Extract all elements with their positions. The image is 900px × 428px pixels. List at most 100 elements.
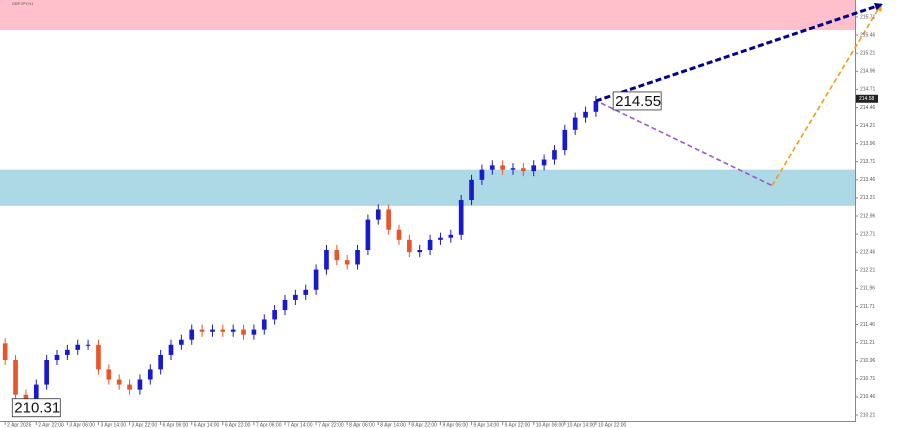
x-tick-label: 9 Apr 14:00	[474, 422, 500, 428]
candle-body	[531, 165, 537, 172]
y-tick-label: 214.21	[860, 123, 876, 129]
price-label-box	[11, 398, 61, 418]
x-tick-label: 10 Apr 06:00	[536, 422, 565, 428]
candle-body	[75, 344, 81, 350]
candle-body	[552, 150, 557, 160]
candle-body	[168, 344, 174, 355]
forecast-arrow	[771, 2, 882, 187]
y-tick-label: 212.21	[860, 268, 876, 274]
zone	[0, 0, 855, 31]
candle-body	[230, 329, 236, 332]
candle-body	[386, 209, 391, 230]
y-tick-label: 214.96	[860, 69, 876, 75]
candle-body	[261, 319, 267, 330]
candle-body	[127, 384, 132, 390]
candle-body	[572, 117, 578, 130]
candle-body	[417, 249, 423, 253]
x-tick-label: 6 Apr 06:00	[163, 422, 189, 428]
y-tick-label: 212.46	[860, 249, 876, 255]
candle-body	[303, 289, 309, 295]
current-price-label: 214.58	[859, 96, 875, 102]
y-tick-label: 212.71	[860, 231, 876, 237]
x-tick-label: 7 Apr 06:00	[256, 422, 282, 428]
candle-body	[272, 310, 277, 320]
candle-body	[220, 329, 226, 332]
candle-body	[313, 269, 319, 290]
x-tick-label: 2 Apr 2026	[7, 422, 31, 428]
x-tick-label: 3 Apr 22:00	[132, 422, 158, 428]
y-tick-label: 213.46	[860, 177, 876, 183]
symbol-info: GBPJPY,H1	[12, 1, 34, 6]
candle-body	[33, 384, 39, 405]
forecast-arrow	[595, 2, 883, 103]
x-tick-label: 10 Apr 22:00	[598, 422, 627, 428]
current-price-box	[856, 94, 878, 103]
y-tick-label: 214.71	[860, 87, 876, 93]
candle-body	[282, 299, 288, 311]
candle-body	[251, 329, 257, 335]
x-tick-label: 9 Apr 06:00	[442, 422, 468, 428]
x-tick-label: 2 Apr 22:00	[38, 422, 64, 428]
x-tick-label: 3 Apr 06:00	[69, 422, 95, 428]
y-tick-label: 214.46	[860, 105, 876, 111]
candle-body	[65, 349, 70, 355]
x-tick-label: 3 Apr 14:00	[100, 422, 126, 428]
candle-body	[583, 111, 588, 118]
candle-body	[365, 219, 371, 250]
candle-body	[13, 359, 18, 395]
y-tick-label: 215.71	[860, 14, 876, 20]
x-tick-label: 9 Apr 22:00	[505, 422, 531, 428]
x-tick-label: 6 Apr 14:00	[194, 422, 220, 428]
y-tick-label: 211.21	[860, 340, 875, 346]
x-tick-label: 8 Apr 22:00	[411, 422, 437, 428]
candle-body	[54, 354, 60, 360]
y-tick-label: 210.71	[860, 376, 876, 382]
candle-body	[324, 249, 329, 270]
candle-body	[334, 249, 340, 261]
candle-body	[510, 168, 516, 170]
candle-body	[479, 169, 485, 180]
zone	[0, 169, 855, 206]
candle-body	[85, 344, 91, 346]
x-tick-label: 7 Apr 14:00	[287, 422, 313, 428]
candle-body	[562, 129, 568, 151]
candle-body	[179, 339, 184, 345]
x-tick-label: 6 Apr 22:00	[225, 422, 251, 428]
candle-body	[448, 234, 454, 238]
candle-body	[489, 165, 495, 170]
candle-body	[541, 159, 547, 166]
candle-body	[500, 165, 505, 170]
y-tick-label: 215.21	[860, 51, 876, 57]
candle-body	[189, 329, 195, 340]
candle-body	[521, 168, 526, 172]
price-label: 214.55	[615, 93, 661, 110]
candle-body	[593, 100, 599, 112]
candle-body	[344, 260, 350, 265]
candle-body	[2, 343, 8, 360]
y-tick-label: 213.21	[860, 195, 876, 201]
y-tick-label: 210.21	[860, 412, 876, 418]
candle-body	[407, 239, 412, 253]
candle-body	[147, 369, 153, 380]
candle-body	[96, 344, 101, 370]
candle-body	[116, 379, 122, 385]
candle-body	[458, 200, 464, 235]
x-tick-label: 10 Apr 14:00	[567, 422, 596, 428]
y-tick-label: 211.96	[860, 286, 875, 292]
y-tick-label: 213.71	[860, 159, 876, 165]
y-tick-label: 210.96	[860, 358, 876, 364]
y-tick-label: 212.96	[860, 213, 876, 219]
candle-body	[210, 329, 215, 332]
x-tick-label: 7 Apr 22:00	[318, 422, 344, 428]
candle-body	[396, 229, 402, 240]
candle-body	[158, 354, 163, 370]
price-label-box	[612, 91, 662, 111]
candle-body	[427, 239, 433, 250]
y-tick-label: 213.96	[860, 141, 876, 147]
candle-body	[375, 209, 381, 220]
candle-body	[44, 359, 49, 385]
y-tick-label: 215.46	[860, 32, 876, 38]
candle-body	[438, 237, 443, 240]
y-tick-label: 211.46	[860, 322, 875, 328]
